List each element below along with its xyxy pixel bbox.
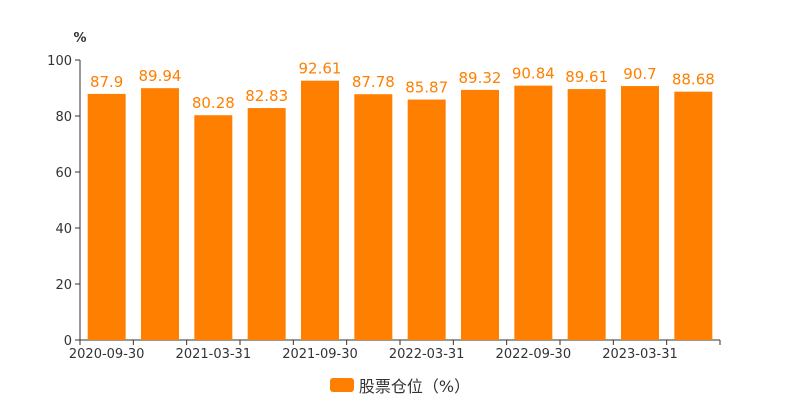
- bar-value-label: 80.28: [192, 94, 235, 112]
- value-labels: 87.9 89.94 80.28 82.83 92.61 87.78 85.87 89.32 9…: [90, 60, 715, 113]
- bar-value-label: 89.61: [565, 68, 608, 86]
- bar-2021-09-30[interactable]: [301, 80, 339, 340]
- bar-value-label: 89.94: [139, 67, 182, 85]
- bar-2022-06-30[interactable]: [461, 89, 499, 341]
- y-tick-label: 40: [55, 222, 72, 237]
- bar-value-label: 87.9: [90, 73, 123, 91]
- bar-2023-06-30[interactable]: [674, 91, 713, 340]
- y-axis: 0 20 40 60 80 100: [47, 54, 81, 349]
- bar-2021-03-31[interactable]: [194, 115, 233, 340]
- bar-value-label: 90.84: [512, 65, 555, 83]
- y-tick-label: 0: [64, 334, 72, 349]
- bar-value-label: 87.78: [352, 73, 395, 91]
- x-tick-label: 2021-03-31: [176, 347, 252, 362]
- y-tick-label: 20: [55, 278, 72, 293]
- x-tick-label: 2021-09-30: [282, 347, 358, 362]
- bar-2022-09-30[interactable]: [514, 85, 553, 340]
- y-axis-unit: %: [73, 31, 86, 46]
- bar-2021-06-30[interactable]: [247, 108, 286, 341]
- legend-label: 股票仓位（%）: [358, 377, 471, 396]
- y-tick-label: 60: [55, 166, 72, 181]
- bar-value-label: 88.68: [672, 71, 715, 89]
- x-tick-label: 2020-09-30: [69, 347, 145, 362]
- bar-series: [87, 80, 713, 341]
- bar-2021-12-31[interactable]: [354, 94, 393, 340]
- x-tick-label: 2023-03-31: [602, 347, 678, 362]
- y-tick-label: 100: [47, 54, 72, 69]
- bar-value-label: 90.7: [623, 65, 656, 83]
- legend[interactable]: 股票仓位（%）: [0, 373, 800, 397]
- bar-2020-09-30[interactable]: [87, 93, 126, 340]
- bar-value-label: 89.32: [459, 69, 502, 87]
- bar-2022-12-31[interactable]: [567, 89, 606, 340]
- legend-swatch: [329, 378, 354, 392]
- bar-value-label: 82.83: [245, 87, 288, 105]
- x-axis: 2020-09-30 2021-03-31 2021-09-30 2022-03-31…: [69, 339, 721, 362]
- bar-value-label: 85.87: [405, 79, 448, 97]
- x-tick-label: 2022-09-30: [496, 347, 572, 362]
- bar-value-label: 92.61: [299, 60, 342, 78]
- y-tick-label: 80: [55, 110, 72, 125]
- bar-2020-12-31[interactable]: [141, 88, 179, 340]
- bar-2023-03-31[interactable]: [621, 86, 659, 340]
- x-tick-label: 2022-03-31: [389, 347, 465, 362]
- bar-2022-03-31[interactable]: [407, 99, 446, 341]
